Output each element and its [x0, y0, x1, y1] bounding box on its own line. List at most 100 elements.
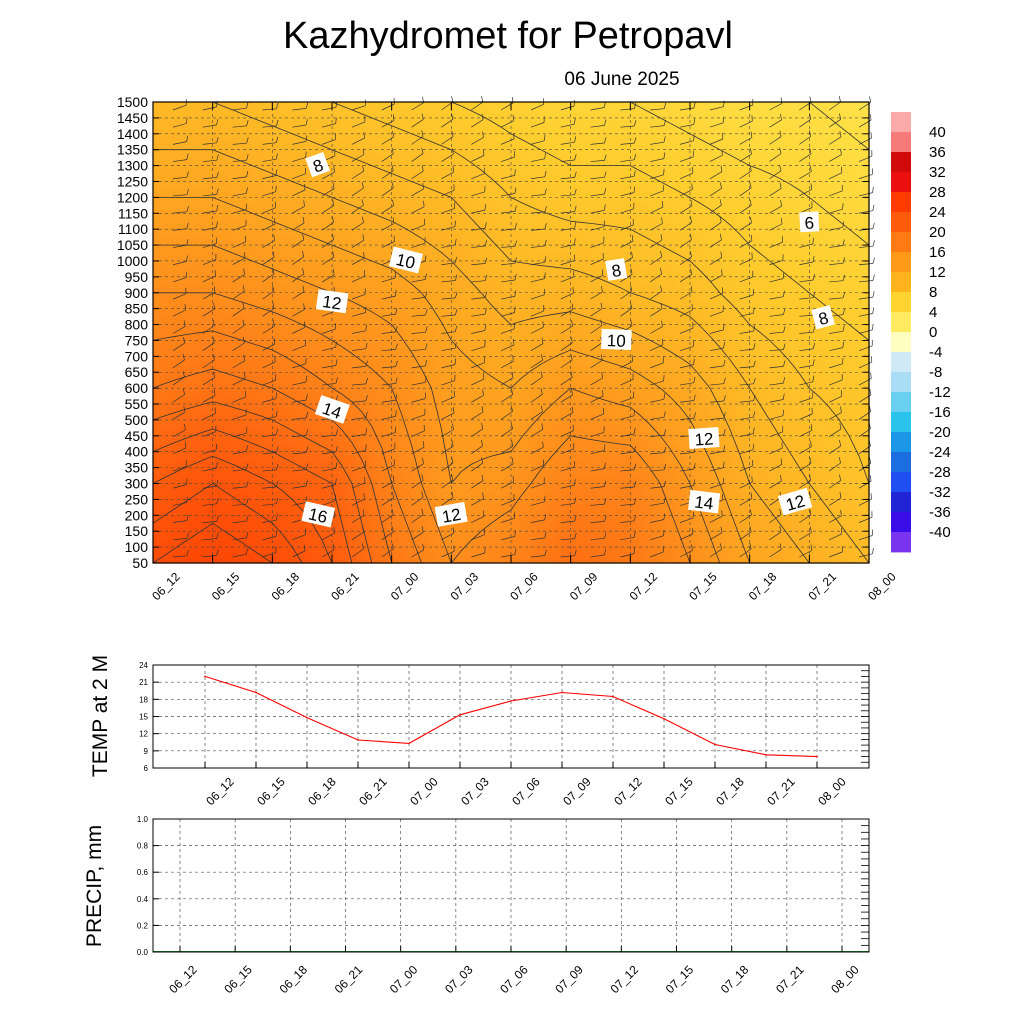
temperature-cell [489, 312, 496, 319]
temperature-cell [171, 390, 178, 397]
temperature-cell [255, 504, 262, 511]
temperature-cell [471, 300, 478, 307]
temperature-cell [453, 492, 460, 499]
temperature-cell [429, 444, 436, 451]
temperature-cell [423, 318, 430, 325]
temperature-cell [531, 168, 538, 175]
temperature-cell [351, 204, 358, 211]
temperature-cell [249, 444, 256, 451]
temperature-cell [189, 276, 196, 283]
temperature-cell [183, 186, 190, 193]
temperature-cell [231, 408, 238, 415]
temperature-cell [237, 132, 244, 139]
temperature-cell [303, 222, 310, 229]
temperature-cell [345, 486, 352, 493]
temperature-cell [231, 348, 238, 355]
temperature-cell [183, 456, 190, 463]
temperature-cell [267, 444, 274, 451]
temperature-cell [477, 396, 484, 403]
temperature-cell [483, 276, 490, 283]
temperature-cell [273, 198, 280, 205]
temperature-cell [381, 450, 388, 457]
temperature-cell [237, 300, 244, 307]
temperature-cell [537, 222, 544, 229]
temperature-cell [315, 324, 322, 331]
temperature-cell [213, 162, 220, 169]
temperature-cell [333, 120, 340, 127]
temperature-cell [459, 138, 466, 145]
temperature-cell [483, 252, 490, 259]
temperature-cell [273, 450, 280, 457]
temperature-cell [153, 510, 160, 517]
temperature-cell [381, 240, 388, 247]
temperature-cell [159, 492, 166, 499]
temperature-cell [225, 474, 232, 481]
temperature-cell [165, 180, 172, 187]
temperature-cell [237, 546, 244, 553]
temperature-cell [465, 270, 472, 277]
temperature-cell [381, 216, 388, 223]
temperature-cell [243, 162, 250, 169]
temperature-cell [375, 252, 382, 259]
temperature-cell [447, 264, 454, 271]
temperature-cell [495, 384, 502, 391]
temperature-cell [255, 384, 262, 391]
temperature-cell [285, 300, 292, 307]
temperature-cell [321, 234, 328, 241]
temperature-cell [291, 108, 298, 115]
temperature-cell [495, 228, 502, 235]
temperature-cell [453, 234, 460, 241]
temperature-cell [429, 546, 436, 553]
temperature-cell [285, 180, 292, 187]
temperature-cell [339, 480, 346, 487]
temperature-cell [315, 558, 322, 564]
temperature-cell [327, 528, 334, 535]
temperature-cell [399, 528, 406, 535]
temperature-cell [171, 558, 178, 564]
temperature-cell [423, 138, 430, 145]
temperature-cell [243, 312, 250, 319]
temperature-cell [345, 162, 352, 169]
temperature-cell [423, 228, 430, 235]
temperature-cell [429, 234, 436, 241]
temperature-cell [531, 114, 538, 121]
temperature-cell [375, 480, 382, 487]
temperature-cell [483, 468, 490, 475]
temperature-cell [375, 408, 382, 415]
temperature-cell [333, 264, 340, 271]
temperature-cell [261, 438, 268, 445]
temperature-cell [315, 132, 322, 139]
temperature-cell [369, 252, 376, 259]
temperature-cell [465, 402, 472, 409]
temperature-cell [447, 288, 454, 295]
temperature-cell [357, 348, 364, 355]
temperature-cell [183, 306, 190, 313]
temperature-cell [183, 204, 190, 211]
temperature-cell [195, 450, 202, 457]
temperature-cell [477, 150, 484, 157]
temperature-cell [303, 558, 310, 564]
temperature-cell [345, 246, 352, 253]
temperature-cell [333, 318, 340, 325]
temperature-cell [303, 390, 310, 397]
temperature-cell [219, 432, 226, 439]
temperature-cell [243, 324, 250, 331]
temperature-cell [165, 372, 172, 379]
temperature-cell [537, 216, 544, 223]
temperature-cell [417, 126, 424, 133]
temperature-cell [513, 480, 520, 487]
temperature-cell [447, 540, 454, 547]
temperature-cell [243, 282, 250, 289]
temperature-cell [255, 324, 262, 331]
temperature-cell [231, 234, 238, 241]
temperature-cell [201, 528, 208, 535]
temperature-cell [399, 120, 406, 127]
temperature-cell [345, 408, 352, 415]
temperature-cell [225, 546, 232, 553]
temperature-cell [435, 366, 442, 373]
temperature-cell [459, 408, 466, 415]
temperature-cell [537, 492, 544, 499]
temperature-cell [453, 186, 460, 193]
temperature-cell [285, 126, 292, 133]
temperature-cell [381, 180, 388, 187]
